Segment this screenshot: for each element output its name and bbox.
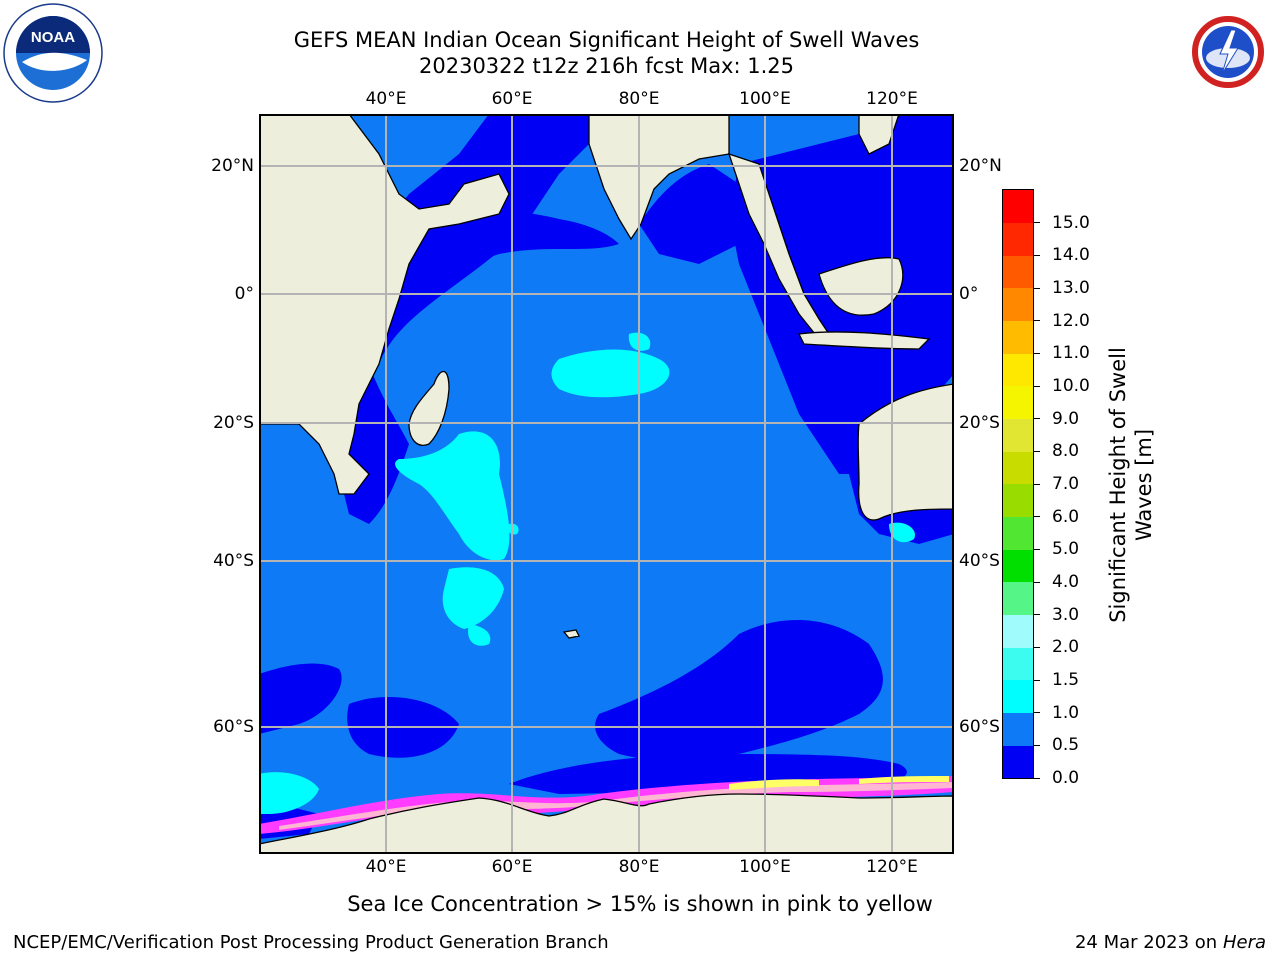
noaa-logo: NOAA (2, 2, 104, 104)
colorbar-tick-mark (1034, 516, 1040, 518)
colorbar-bin (1003, 745, 1033, 779)
noaa-logo-text: NOAA (31, 29, 75, 46)
colorbar-tick-mark (1034, 483, 1040, 485)
lon-tick-top-80e: 80°E (618, 89, 660, 109)
lon-tick-top-100e: 100°E (739, 89, 791, 109)
lon-tick-bottom-40e: 40°E (365, 857, 407, 877)
colorbar-tick-label: 2.0 (1052, 637, 1080, 658)
colorbar-tick-mark (1034, 744, 1040, 746)
lat-tick-left-20n: 20°N (211, 156, 254, 176)
footer-date: 24 Mar 2023 on Hera (1075, 932, 1266, 954)
nws-logo (1178, 2, 1278, 102)
colorbar-tick-label: 3.0 (1052, 604, 1080, 625)
colorbar-tick-mark (1034, 581, 1040, 583)
lat-tick-left-40s: 40°S (213, 551, 254, 571)
colorbar-tick-mark (1034, 777, 1040, 779)
colorbar-tick-label: 0.0 (1052, 768, 1080, 788)
colorbar-label-line2: Waves [m] (1132, 428, 1156, 542)
colorbar-tick-label: 11.0 (1052, 343, 1090, 364)
lon-tick-bottom-120e: 120°E (866, 857, 918, 877)
colorbar-bin (1003, 712, 1033, 746)
colorbar-tick-label: 7.0 (1052, 474, 1080, 494)
colorbar-bin (1003, 614, 1033, 648)
colorbar-tick-label: 1.5 (1052, 670, 1080, 690)
colorbar-tick-label: 8.0 (1052, 441, 1080, 462)
lat-tick-left-60s: 60°S (213, 717, 254, 737)
colorbar (1002, 189, 1034, 779)
colorbar-tick-label: 0.5 (1052, 735, 1080, 756)
lat-tick-left-20s: 20°S (213, 413, 254, 433)
colorbar-bin (1003, 647, 1033, 681)
lon-tick-top-120e: 120°E (866, 89, 918, 109)
chart-title-line2: 20230322 t12z 216h fcst Max: 1.25 (419, 54, 794, 78)
colorbar-tick-mark (1034, 320, 1040, 322)
lon-tick-bottom-60e: 60°E (491, 857, 533, 877)
colorbar-bin (1003, 451, 1033, 485)
colorbar-tick-mark (1034, 450, 1040, 452)
colorbar-tick-mark (1034, 418, 1040, 420)
colorbar-tick-mark (1034, 254, 1040, 256)
footer-machine: Hera (1222, 932, 1266, 953)
colorbar-bin (1003, 549, 1033, 583)
lat-tick-left-0: 0° (234, 284, 254, 304)
colorbar-bin (1003, 582, 1033, 615)
colorbar-bin (1003, 484, 1033, 517)
lat-tick-right-0: 0° (959, 284, 979, 304)
colorbar-bin (1003, 222, 1033, 256)
colorbar-tick-mark (1034, 614, 1040, 616)
lat-tick-right-20n: 20°N (959, 156, 1002, 176)
colorbar-tick-label: 1.0 (1052, 702, 1080, 723)
colorbar-bin (1003, 418, 1033, 452)
lon-tick-bottom-100e: 100°E (739, 857, 791, 877)
colorbar-tick-label: 9.0 (1052, 408, 1080, 429)
lon-tick-bottom-80e: 80°E (618, 857, 660, 877)
colorbar-label: Significant Height of Swell Waves [m] (1105, 347, 1157, 623)
colorbar-bin (1003, 353, 1033, 387)
colorbar-bin (1003, 386, 1033, 419)
lat-tick-right-60s: 60°S (959, 717, 1000, 737)
colorbar-tick-label: 12.0 (1052, 310, 1090, 331)
graticule (259, 114, 954, 854)
chart-title-line1: GEFS MEAN Indian Ocean Significant Heigh… (293, 28, 920, 52)
colorbar-tick-label: 14.0 (1052, 245, 1090, 266)
map-plot (259, 114, 954, 854)
colorbar-tick-mark (1034, 548, 1040, 550)
colorbar-tick-mark (1034, 287, 1040, 289)
colorbar-bin (1003, 288, 1033, 321)
footer-credit: NCEP/EMC/Verification Post Processing Pr… (13, 932, 609, 953)
sea-ice-caption: Sea Ice Concentration > 15% is shown in … (347, 892, 933, 916)
lat-tick-right-20s: 20°S (959, 413, 1000, 433)
colorbar-bin (1003, 680, 1033, 713)
colorbar-tick-label: 10.0 (1052, 376, 1090, 396)
land-masses (259, 114, 954, 854)
colorbar-tick-label: 13.0 (1052, 278, 1090, 298)
colorbar-tick-mark (1034, 352, 1040, 354)
colorbar-tick-label: 6.0 (1052, 506, 1080, 527)
lat-tick-right-40s: 40°S (959, 551, 1000, 571)
colorbar-bin (1003, 190, 1033, 223)
colorbar-tick-mark (1034, 222, 1040, 224)
colorbar-tick-label: 4.0 (1052, 572, 1080, 592)
colorbar-bin (1003, 516, 1033, 550)
colorbar-tick-mark (1034, 712, 1040, 714)
footer-date-text: 24 Mar 2023 on (1074, 932, 1218, 953)
colorbar-tick-label: 15.0 (1052, 212, 1090, 233)
colorbar-tick-mark (1034, 646, 1040, 648)
lon-tick-top-40e: 40°E (365, 89, 407, 109)
colorbar-label-line1: Significant Height of Swell (1106, 347, 1130, 623)
colorbar-tick-mark (1034, 385, 1040, 387)
colorbar-tick-label: 5.0 (1052, 539, 1080, 560)
colorbar-tick-mark (1034, 679, 1040, 681)
colorbar-bin (1003, 320, 1033, 354)
lon-tick-top-60e: 60°E (491, 89, 533, 109)
colorbar-bin (1003, 255, 1033, 289)
